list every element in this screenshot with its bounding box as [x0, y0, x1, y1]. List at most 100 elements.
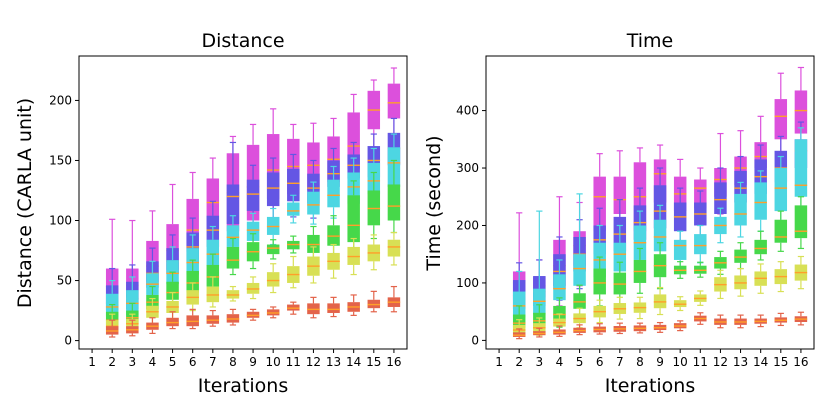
box-body: [573, 254, 586, 286]
box-s1-iter-12: [307, 296, 320, 319]
box-s4-iter-3: [126, 276, 139, 326]
box-s1-iter-7: [613, 322, 627, 335]
x-tick-label: 1: [495, 355, 503, 369]
box-s4-iter-11: [694, 224, 707, 264]
x-tick-label: 11: [286, 355, 301, 369]
x-tick-label: 14: [753, 355, 768, 369]
box-s1-iter-2: [105, 319, 119, 338]
x-tick-label: 7: [209, 355, 217, 369]
x-tick-label: 13: [326, 355, 341, 369]
x-axis-label: Iterations: [605, 375, 696, 397]
box-body: [246, 179, 260, 211]
box-body: [694, 234, 707, 255]
box-body: [266, 244, 280, 255]
y-tick-label: 0: [471, 333, 479, 347]
box-s2-iter-12: [307, 246, 320, 284]
y-tick-label: 300: [456, 161, 479, 175]
x-tick-label: 2: [515, 355, 523, 369]
x-tick-label: 6: [189, 355, 197, 369]
box-s3-iter-9: [653, 242, 667, 290]
box-s1-iter-10: [266, 306, 280, 319]
x-tick-label: 9: [656, 355, 664, 369]
x-tick-label: 5: [169, 355, 177, 369]
box-s1-iter-3: [533, 327, 546, 338]
x-tick-label: 4: [149, 355, 157, 369]
y-tick-label: 150: [49, 153, 72, 167]
box-s2-iter-7: [206, 276, 220, 308]
box-body: [673, 239, 687, 260]
box-s1-iter-10: [673, 320, 687, 332]
y-axis-label: Time (second): [423, 135, 445, 271]
y-axis-label: Distance (CARLA unit): [14, 98, 36, 308]
box-s2-iter-13: [327, 243, 340, 279]
box-s2-iter-15: [774, 261, 788, 293]
box-s3-iter-10: [673, 261, 687, 279]
box-s2-iter-9: [246, 276, 260, 300]
box-body: [246, 221, 260, 241]
box-s1-iter-15: [367, 290, 381, 313]
box-s2-iter-8: [226, 285, 240, 302]
y-tick-label: 200: [456, 218, 479, 232]
box-s2-iter-7: [613, 296, 627, 320]
x-tick-label: 4: [556, 355, 564, 369]
box-s1-iter-16: [794, 311, 808, 326]
box-s2-iter-10: [673, 296, 687, 312]
x-tick-label: 15: [773, 355, 788, 369]
box-body: [754, 239, 767, 255]
box-body: [226, 184, 240, 225]
box-s3-iter-8: [226, 237, 240, 276]
box-body: [327, 179, 340, 208]
box-s1-iter-9: [653, 321, 667, 333]
y-tick-label: 0: [64, 334, 72, 348]
box-s2-iter-16: [794, 255, 808, 290]
box-body: [327, 303, 340, 313]
y-tick-label: 200: [49, 93, 72, 107]
box-body: [553, 274, 566, 301]
box-s1-iter-14: [754, 314, 767, 328]
box-body: [387, 239, 401, 257]
box-s1-iter-11: [694, 312, 707, 325]
x-tick-label: 9: [249, 355, 257, 369]
box-s1-iter-2: [512, 328, 526, 340]
box-s1-iter-5: [166, 311, 179, 330]
box-s2-iter-6: [186, 282, 199, 312]
x-tick-label: 5: [576, 355, 584, 369]
box-s2-iter-14: [754, 263, 767, 294]
y-tick-label: 100: [49, 214, 72, 228]
box-body: [347, 195, 360, 243]
box-s3-iter-15: [774, 210, 788, 252]
box-s4-iter-12: [714, 207, 727, 244]
x-tick-label: 12: [713, 355, 728, 369]
box-s3-iter-11: [287, 235, 300, 254]
axes-frame: [485, 55, 815, 350]
box-body: [734, 193, 747, 226]
box-s2-iter-8: [633, 296, 647, 320]
box-body: [206, 264, 220, 287]
distance-chart: Distance Iterations Distance (CARLA unit…: [14, 30, 408, 397]
x-axis-label: Iterations: [198, 375, 289, 397]
box-s3-iter-16: [387, 159, 401, 234]
box-s3-iter-14: [754, 230, 767, 261]
x-tick-label: 16: [386, 355, 401, 369]
box-s4-iter-11: [287, 194, 300, 224]
box-s2-iter-16: [387, 231, 401, 266]
x-tick-label: 7: [616, 355, 624, 369]
box-body: [794, 139, 808, 197]
box-body: [754, 182, 767, 220]
box-body: [774, 219, 788, 243]
box-s1-iter-7: [206, 309, 220, 327]
box-s2-iter-14: [347, 237, 360, 276]
chart-title: Distance: [201, 30, 284, 52]
box-s2-iter-11: [694, 290, 707, 306]
x-tick-label: 13: [733, 355, 748, 369]
y-tick-label: 50: [57, 274, 72, 288]
box-s1-iter-9: [246, 308, 260, 321]
box-s2-iter-11: [287, 255, 300, 289]
box-s1-iter-4: [146, 317, 159, 334]
box-s2-iter-9: [653, 286, 667, 316]
box-s2-iter-10: [266, 263, 280, 294]
box-s3-iter-15: [367, 171, 381, 240]
x-tick-label: 12: [306, 355, 321, 369]
box-s2-iter-13: [734, 267, 747, 297]
box-s1-iter-15: [774, 312, 788, 327]
